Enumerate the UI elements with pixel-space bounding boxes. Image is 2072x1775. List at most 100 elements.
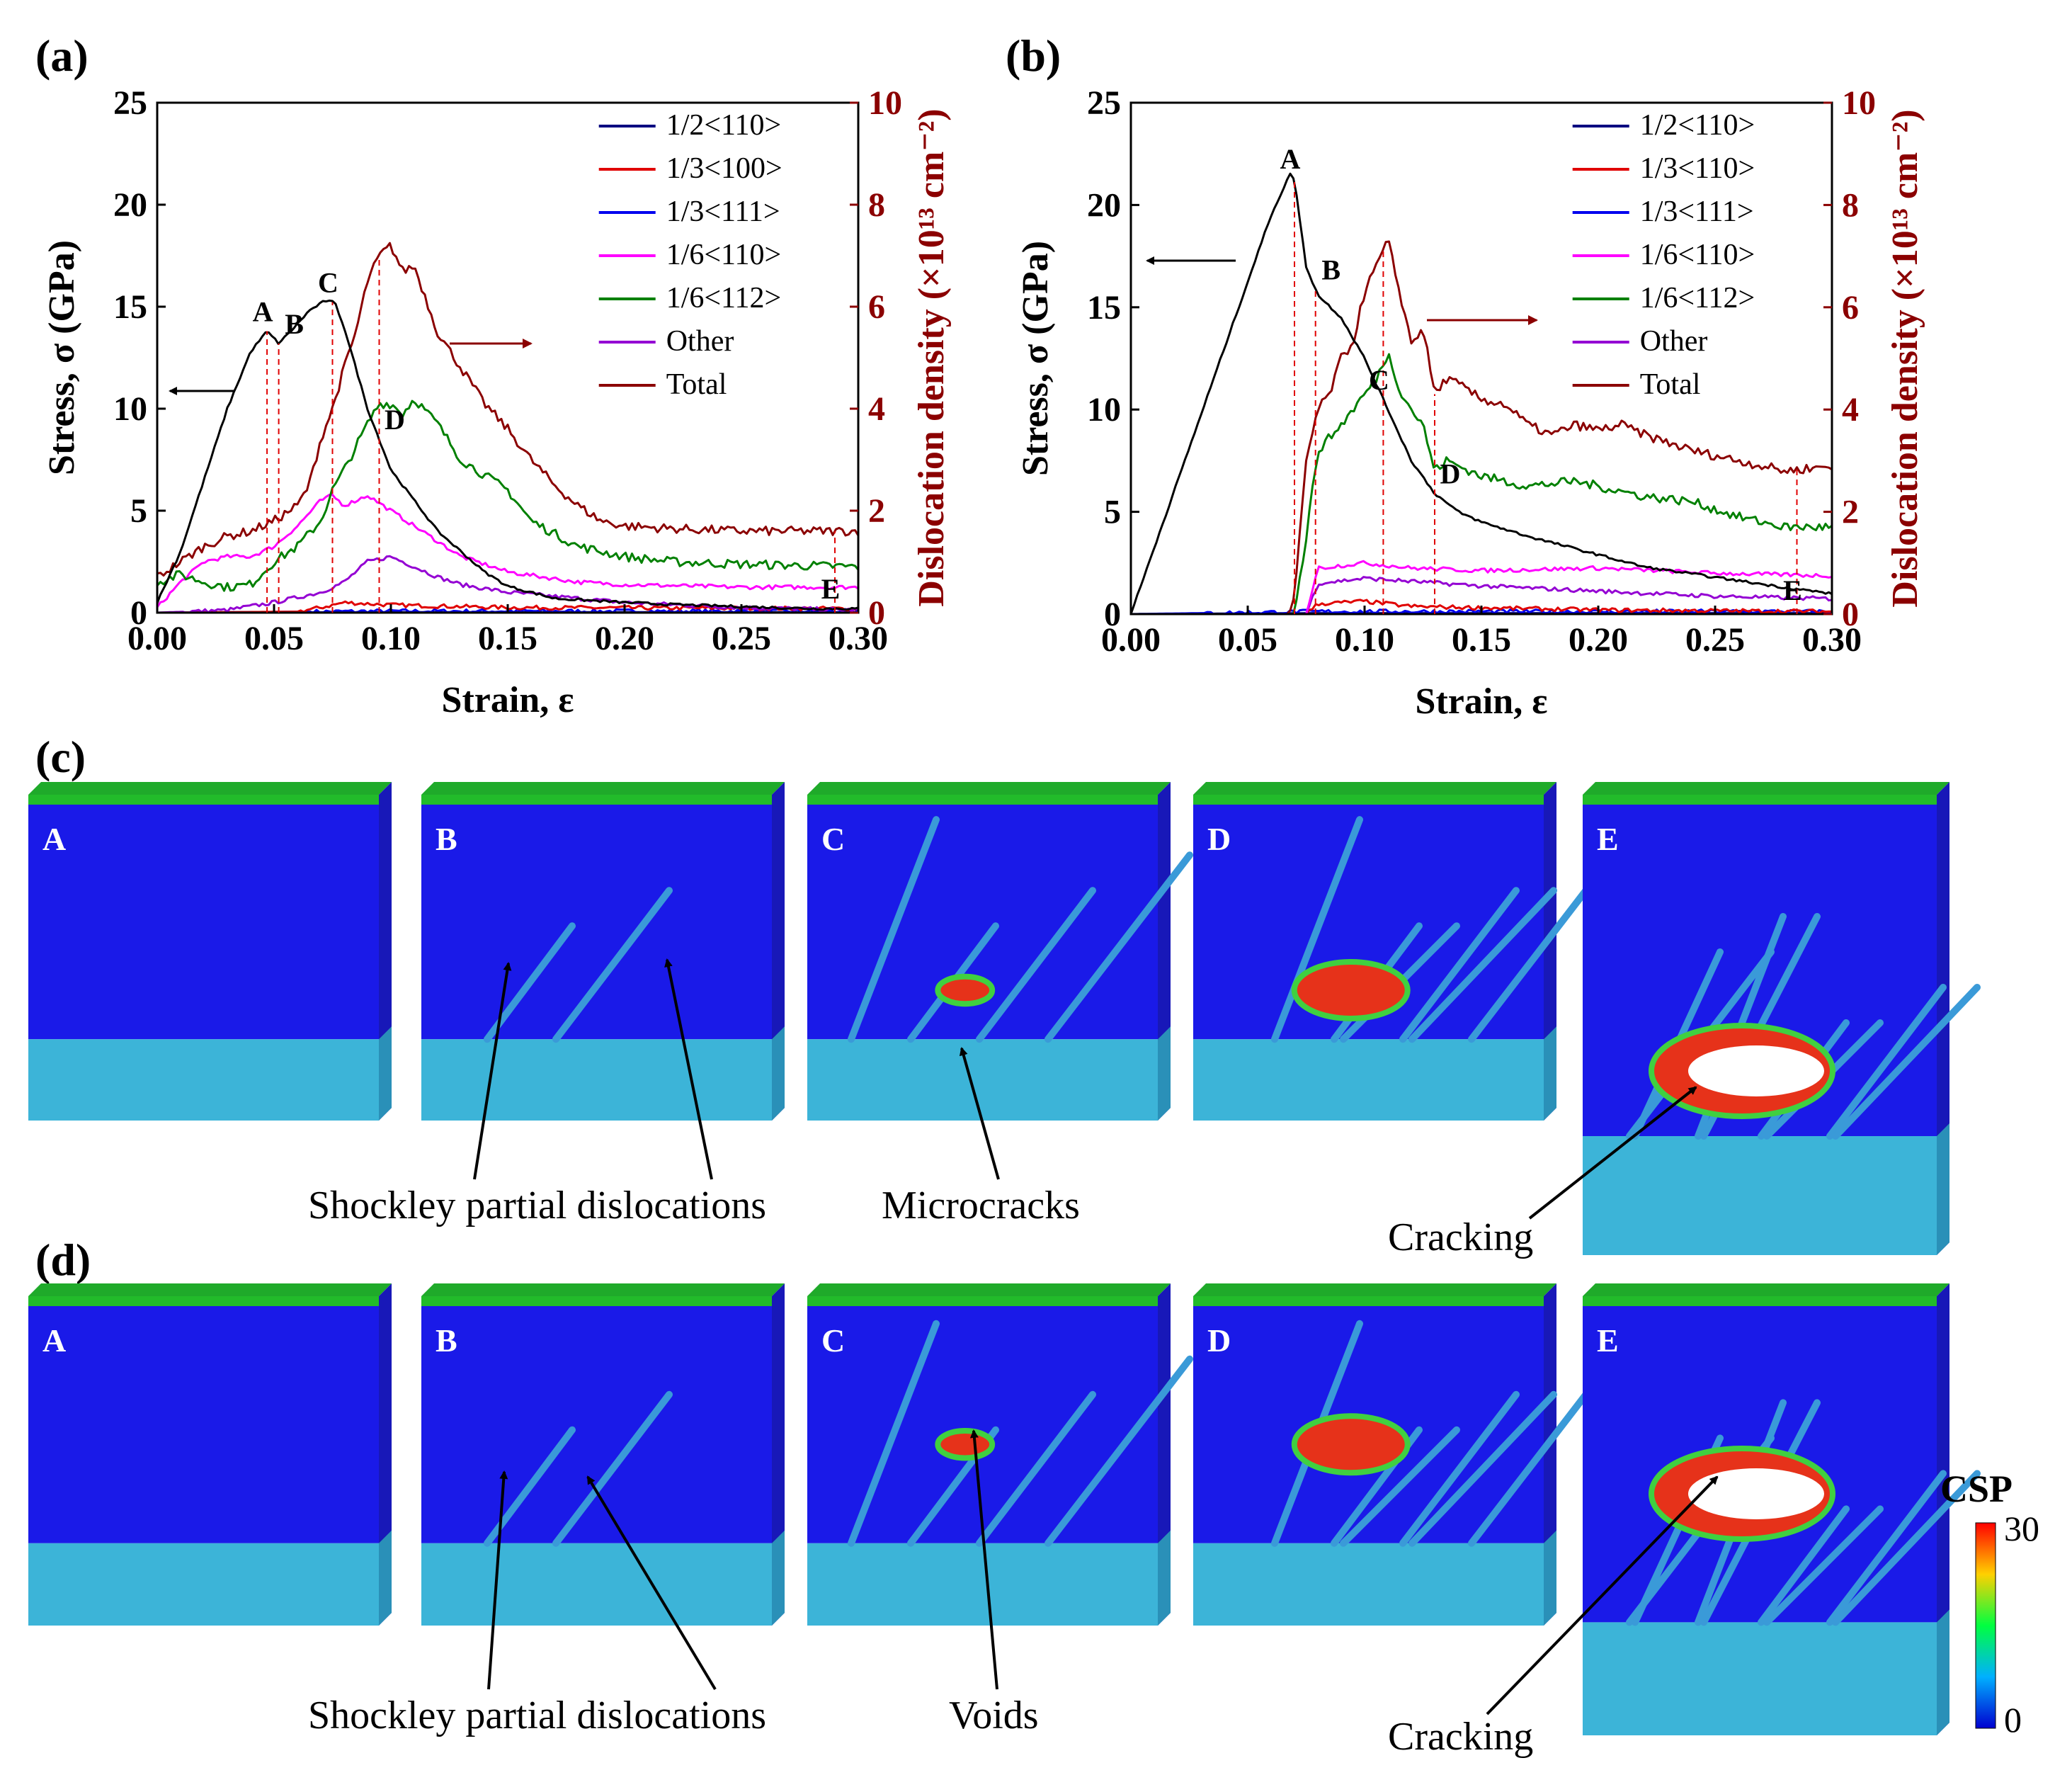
snapshot-label: A xyxy=(42,821,66,857)
substrate-side xyxy=(1544,1026,1556,1121)
point-label-C: C xyxy=(1369,364,1389,396)
snapshot-label: B xyxy=(436,1322,457,1359)
top-plate-face xyxy=(421,1296,772,1306)
top-plate xyxy=(1583,1283,1949,1296)
series-Total xyxy=(156,242,860,577)
snapshot-label: B xyxy=(436,821,457,857)
x-tick-label: 0.10 xyxy=(361,620,421,657)
snapshot-label: E xyxy=(1597,821,1619,857)
top-plate-face xyxy=(1193,795,1544,805)
dislocation-line xyxy=(1763,1505,1884,1626)
x-tick-label: 0.10 xyxy=(1335,621,1394,659)
y-tick-label-right: 4 xyxy=(868,390,885,428)
dislocation-line xyxy=(976,1390,1096,1547)
top-plate-face xyxy=(807,795,1158,805)
dislocation-line xyxy=(1408,887,1557,1043)
snapshot-c-0: A xyxy=(28,782,392,1121)
legend-label: 1/3<100> xyxy=(666,152,782,185)
legend-label: 1/6<112> xyxy=(1640,282,1755,314)
top-plate xyxy=(807,782,1171,795)
x-tick-label: 0.00 xyxy=(127,620,187,657)
snapshot-row-c: A B C D E xyxy=(28,782,1981,1255)
snapshot-c-4: E xyxy=(1583,782,1981,1255)
legend-label: 1/6<110> xyxy=(1640,239,1755,271)
y-tick-label-left: 0 xyxy=(1104,596,1121,633)
matrix-body xyxy=(28,1306,379,1543)
legend-label: Other xyxy=(666,325,734,358)
dislocation-line xyxy=(552,887,673,1043)
matrix-body xyxy=(28,805,379,1040)
dislocation-line xyxy=(1044,851,1193,1043)
x-tick-label: 0.20 xyxy=(1569,621,1628,659)
panel-label-a: (a) xyxy=(35,30,89,81)
x-tick-label: 0.15 xyxy=(1452,621,1511,659)
substrate-side xyxy=(772,1530,785,1626)
y-tick-label-right: 6 xyxy=(868,288,885,326)
top-plate-face xyxy=(421,795,772,805)
y-tick-label-left: 20 xyxy=(1087,186,1121,224)
top-plate-face xyxy=(1583,795,1937,805)
arrow-c-shockley-1 xyxy=(473,962,512,1180)
x-axis-title: Strain, ε xyxy=(442,680,574,720)
y-tick-label-left: 0 xyxy=(130,594,147,632)
arrow-d-cracking xyxy=(1486,1475,1719,1716)
y-axis-title-left: Stress, σ (GPa) xyxy=(1015,241,1056,476)
top-plate xyxy=(421,1283,785,1296)
damage-region xyxy=(935,1428,996,1461)
point-label-B: B xyxy=(285,308,304,340)
top-plate-face xyxy=(1193,1296,1544,1306)
arrow-d-shockley-2 xyxy=(586,1475,717,1691)
dislocation-line xyxy=(1832,984,1981,1140)
top-plate xyxy=(421,782,785,795)
y-tick-label-left: 10 xyxy=(1087,391,1121,429)
dislocation-line xyxy=(1832,1470,1981,1626)
snapshot-d-3: D xyxy=(1193,1283,1617,1626)
y-tick-label-right: 0 xyxy=(1842,596,1859,633)
x-tick-label: 0.15 xyxy=(478,620,537,657)
substrate-side xyxy=(1544,1530,1556,1626)
top-plate xyxy=(1193,782,1556,795)
dislocation-line xyxy=(848,816,940,1043)
snapshot-row-d: A B C D E xyxy=(28,1283,1981,1735)
y-tick-label-left: 15 xyxy=(1087,289,1121,327)
snapshot-label: D xyxy=(1207,1322,1231,1359)
substrate xyxy=(421,1039,772,1121)
point-label-A: A xyxy=(253,296,273,328)
annotation-c-shockley: Shockley partial dislocations xyxy=(308,1184,766,1227)
point-label-E: E xyxy=(821,573,841,605)
snapshot-d-4: E xyxy=(1583,1283,1981,1735)
substrate xyxy=(1193,1543,1544,1626)
snapshot-c-2: C xyxy=(807,782,1193,1121)
arrow-d-shockley-1 xyxy=(487,1470,508,1690)
panel-label-d: (d) xyxy=(35,1235,91,1285)
damage-region xyxy=(1291,1413,1411,1476)
dislocation-line xyxy=(1399,1390,1520,1547)
legend-label: 1/2<110> xyxy=(1640,109,1755,142)
point-label-B: B xyxy=(1321,254,1340,285)
substrate-side xyxy=(1937,1123,1949,1255)
dislocation-line xyxy=(1044,1355,1193,1547)
top-plate xyxy=(28,782,392,795)
legend-label: 1/3<111> xyxy=(666,195,780,228)
arrow-c-microcracks xyxy=(959,1047,1000,1180)
stress-curve xyxy=(156,299,859,611)
dislocation-line xyxy=(1271,816,1363,1043)
substrate xyxy=(807,1543,1158,1626)
y-tick-label-right: 6 xyxy=(1842,289,1859,327)
substrate-side xyxy=(1158,1530,1171,1626)
snapshot-d-0: A xyxy=(28,1283,392,1626)
chart-a: 0.00 0.05 0.10 0.15 0.20 0.25 0.30051015202502… xyxy=(42,84,952,720)
y-tick-label-right: 0 xyxy=(868,594,885,632)
colorbar-max: 30 xyxy=(2004,1509,2039,1548)
panel-label-b: (b) xyxy=(1006,30,1061,81)
top-plate-face xyxy=(28,795,379,805)
snapshot-label: D xyxy=(1207,821,1231,857)
matrix-body xyxy=(421,805,772,1040)
x-tick-label: 0.30 xyxy=(829,620,888,657)
substrate xyxy=(28,1543,379,1626)
snapshot-d-2: C xyxy=(807,1283,1193,1626)
arrow-c-cracking xyxy=(1528,1086,1697,1220)
point-label-A: A xyxy=(1280,143,1301,175)
damage-region xyxy=(1291,959,1411,1021)
